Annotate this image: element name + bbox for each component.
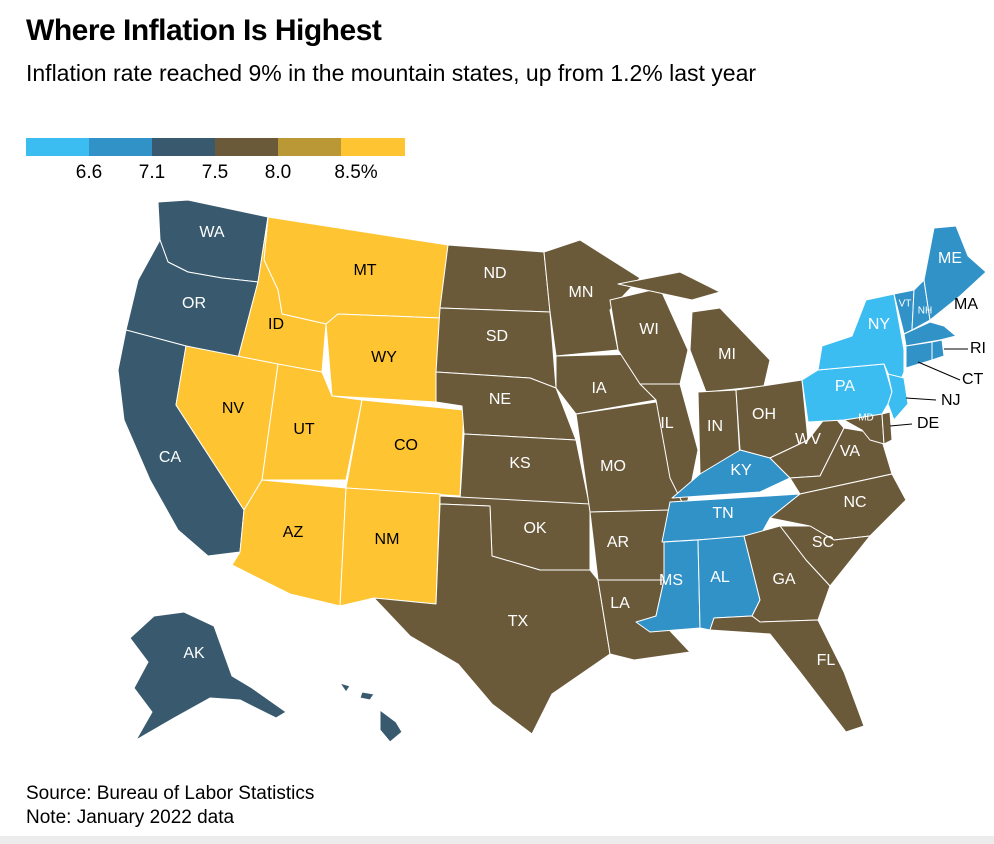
state-label: CT [962, 371, 984, 388]
chart-subtitle: Inflation rate reached 9% in the mountai… [26, 60, 757, 86]
source-note: Source: Bureau of Labor Statistics [26, 783, 315, 804]
state-tx [373, 503, 611, 735]
state-label: AK [183, 645, 205, 662]
state-label: KY [730, 462, 752, 479]
state-label: IN [707, 418, 723, 435]
state-label: KS [509, 455, 530, 472]
state-hi [339, 682, 403, 743]
chart-title: Where Inflation Is Highest [26, 14, 382, 47]
state-label: NC [843, 494, 866, 511]
state-label: AL [710, 569, 730, 586]
state-label: MO [600, 458, 626, 475]
state-label: AR [607, 534, 629, 551]
us-state-map: WA OR CA AK ID MT WY NV UT CO AZ NM ND S… [117, 199, 987, 743]
legend-swatch [89, 138, 152, 156]
state-wy [325, 313, 441, 403]
state-tn [661, 493, 801, 543]
state-ak [129, 611, 287, 741]
state-nj [887, 373, 909, 421]
state-label: NM [375, 531, 400, 548]
state-label: VT [899, 299, 912, 310]
state-label: MN [569, 284, 594, 301]
legend-tick-label: 8.5% [334, 162, 378, 183]
legend-swatch [341, 138, 405, 156]
legend-tick-label: 7.1 [138, 162, 166, 183]
state-label: RI [970, 340, 986, 357]
state-label: PA [835, 378, 855, 395]
leader-line-ct [917, 361, 961, 381]
state-mn [543, 239, 641, 357]
state-label: OK [523, 520, 546, 537]
legend-tick-label: 6.6 [75, 162, 103, 183]
state-label: MA [954, 296, 978, 313]
state-label: AZ [283, 524, 304, 541]
state-label: SC [812, 534, 834, 551]
state-label: ME [938, 250, 962, 267]
data-note: Note: January 2022 data [26, 807, 235, 828]
state-fl [709, 615, 865, 733]
leader-line-nj [905, 397, 937, 401]
legend-swatch [278, 138, 341, 156]
legend-tick-label: 8.0 [264, 162, 292, 183]
state-label: OH [752, 406, 776, 423]
state-label: ID [268, 316, 284, 333]
state-label: ND [483, 265, 506, 282]
state-label: VA [840, 443, 860, 460]
legend-swatch [215, 138, 278, 156]
footer: Source: Bureau of Labor Statistics Note:… [26, 782, 314, 830]
state-label: UT [293, 421, 315, 438]
state-label: MI [718, 346, 736, 363]
state-label: WI [639, 321, 659, 338]
state-label: CA [159, 449, 182, 466]
state-label: NJ [941, 392, 961, 409]
state-label: IA [591, 380, 606, 397]
state-ar [589, 509, 671, 581]
state-label: LA [610, 595, 630, 612]
state-de [881, 411, 893, 445]
state-label: GA [772, 571, 795, 588]
state-label: TX [508, 613, 529, 630]
state-label: MS [659, 572, 683, 589]
state-label: WA [199, 224, 225, 241]
state-label: CO [394, 437, 418, 454]
legend-swatch [152, 138, 215, 156]
state-label: SD [486, 328, 508, 345]
state-ri [931, 339, 945, 361]
state-ct [905, 341, 933, 369]
state-label: NY [868, 316, 891, 333]
state-label: NV [222, 400, 245, 417]
legend-swatch [26, 138, 89, 156]
color-legend: 6.6 7.1 7.5 8.0 8.5% [26, 138, 416, 188]
legend-tick-label: 7.5 [201, 162, 229, 183]
leader-line-de [889, 423, 913, 427]
state-label: WY [371, 349, 397, 366]
state-label: NE [489, 391, 511, 408]
state-label: DE [917, 415, 939, 432]
bottom-bar [0, 836, 994, 844]
state-label: TN [712, 505, 733, 522]
state-label: NH [918, 306, 932, 317]
state-me [923, 225, 987, 321]
state-label: FL [817, 652, 836, 669]
state-label: WV [795, 431, 821, 448]
state-label: OR [182, 295, 206, 312]
state-label: MT [353, 262, 376, 279]
state-label: MD [858, 413, 874, 424]
state-label: IL [660, 415, 673, 432]
